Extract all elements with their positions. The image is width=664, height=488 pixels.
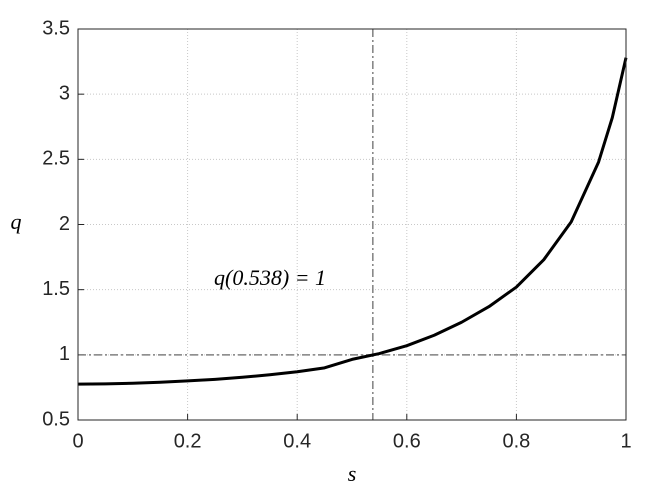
x-tick-label: 0.2 bbox=[174, 430, 202, 452]
y-tick-label: 1 bbox=[59, 343, 70, 365]
y-tick-label: 2 bbox=[59, 213, 70, 235]
x-tick-label: 1 bbox=[620, 430, 631, 452]
y-tick-label: 1.5 bbox=[42, 278, 70, 300]
y-tick-label: 0.5 bbox=[42, 408, 70, 430]
y-axis-label: q bbox=[11, 209, 22, 234]
y-tick-label: 3 bbox=[59, 82, 70, 104]
y-tick-label: 3.5 bbox=[42, 17, 70, 39]
plot-frame bbox=[77, 28, 627, 421]
x-tick-label: 0.4 bbox=[283, 430, 311, 452]
x-tick-label: 0.8 bbox=[502, 430, 530, 452]
y-tick-label: 2.5 bbox=[42, 148, 70, 170]
annotation: q(0.538) = 1 bbox=[214, 265, 326, 290]
x-tick-label: 0.6 bbox=[393, 430, 421, 452]
data-line bbox=[77, 57, 628, 386]
x-axis-label: s bbox=[348, 461, 357, 486]
x-tick-label: 0 bbox=[72, 430, 83, 452]
